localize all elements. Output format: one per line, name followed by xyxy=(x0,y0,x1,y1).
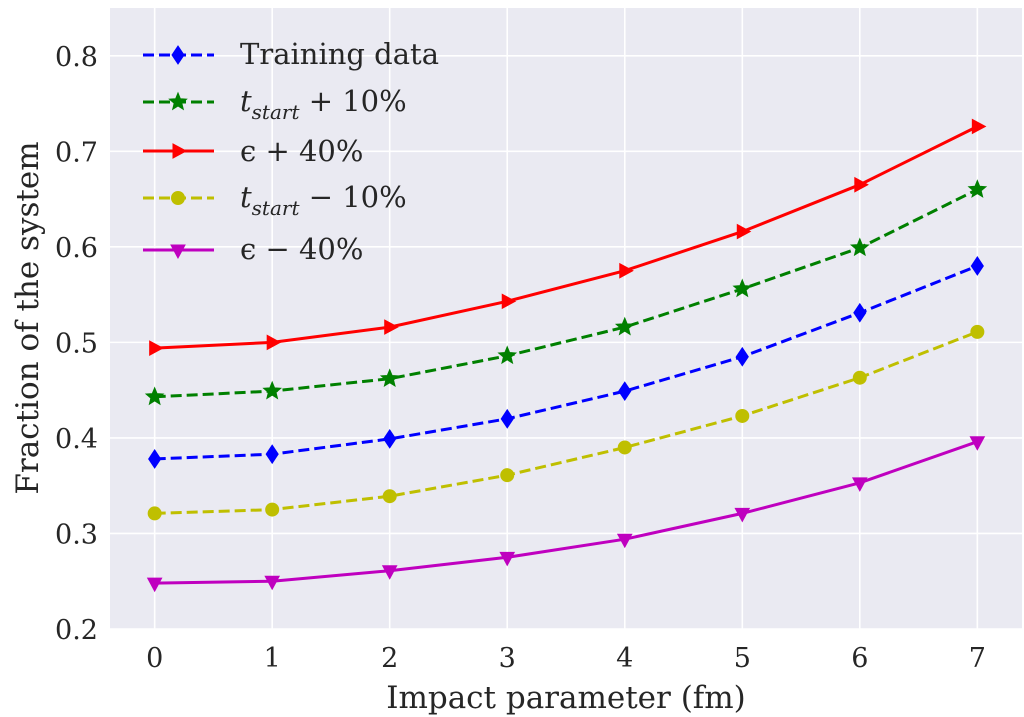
x-tick-label: 5 xyxy=(734,643,751,674)
x-tick-label: 4 xyxy=(616,643,633,674)
data-point-tstart_minus xyxy=(618,441,631,454)
legend-marker-tstart_minus xyxy=(172,192,185,205)
y-tick-label: 0.3 xyxy=(55,519,98,550)
data-point-tstart_minus xyxy=(501,469,514,482)
y-tick-label: 0.8 xyxy=(55,42,98,73)
y-axis-label: Fraction of the system xyxy=(10,141,46,494)
y-tick-label: 0.7 xyxy=(55,137,98,168)
y-tick-label: 0.5 xyxy=(55,328,98,359)
data-point-tstart_minus xyxy=(148,507,161,520)
data-point-tstart_minus xyxy=(266,503,279,516)
x-tick-label: 6 xyxy=(851,643,868,674)
x-tick-label: 1 xyxy=(264,643,281,674)
x-tick-label: 2 xyxy=(381,643,398,674)
x-tick-label: 7 xyxy=(969,643,986,674)
y-tick-label: 0.6 xyxy=(55,233,98,264)
data-point-tstart_minus xyxy=(736,409,749,422)
y-tick-label: 0.4 xyxy=(55,424,98,455)
data-point-tstart_minus xyxy=(971,325,984,338)
y-tick-labels: 0.2 0.3 0.4 0.5 0.6 0.7 0.8 xyxy=(55,42,98,646)
y-tick-label: 0.2 xyxy=(55,615,98,646)
legend-label-training: Training data xyxy=(240,37,439,71)
x-tick-labels: 0 1 2 3 4 5 6 7 xyxy=(146,643,986,674)
x-axis-label: Impact parameter (fm) xyxy=(386,680,746,716)
data-point-tstart_minus xyxy=(853,371,866,384)
legend-label-eps-plus: ϵ + 40% xyxy=(240,134,363,168)
data-point-tstart_minus xyxy=(383,490,396,503)
x-tick-label: 0 xyxy=(146,643,163,674)
legend-label-eps-minus: ϵ − 40% xyxy=(240,232,363,266)
x-tick-label: 3 xyxy=(499,643,516,674)
